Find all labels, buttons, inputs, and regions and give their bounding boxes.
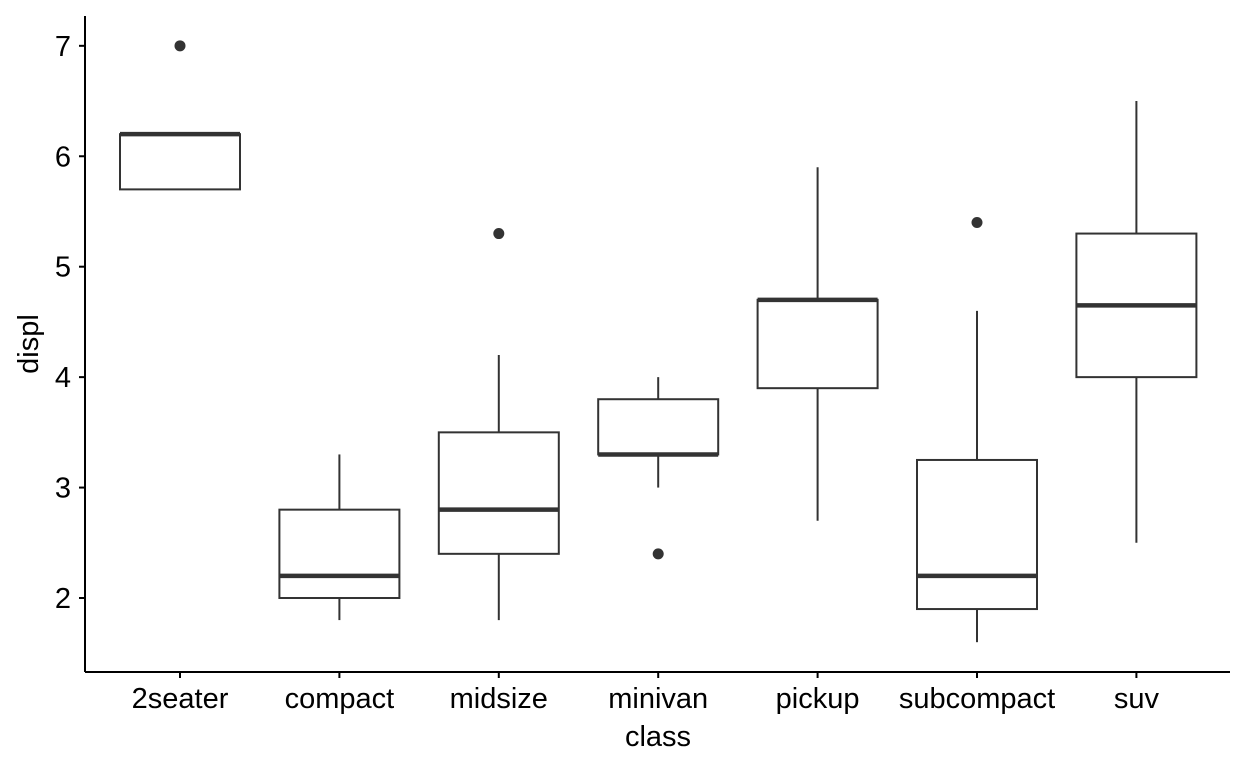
y-ticks: 2 3 4 5 6 7 <box>55 31 85 615</box>
y-tick-label: 6 <box>55 141 71 173</box>
y-axis-title: displ <box>13 314 45 374</box>
box-iqr <box>597 398 720 456</box>
box-iqr <box>119 133 241 191</box>
y-tick-label: 7 <box>55 31 71 63</box>
box-iqr <box>437 431 560 555</box>
box-iqr <box>756 298 879 390</box>
box-pickup <box>756 167 879 521</box>
box-subcompact <box>916 217 1038 643</box>
box-midsize <box>437 228 560 621</box>
x-tick-label: subcompact <box>899 683 1055 715</box>
x-ticks: 2seater compact midsize minivan pickup subcom… <box>132 672 1160 715</box>
y-tick-label: 5 <box>55 252 71 284</box>
y-tick-label: 3 <box>55 473 71 505</box>
box-minivan <box>597 377 720 560</box>
x-tick-label: minivan <box>608 683 708 715</box>
outlier-point <box>174 40 186 52</box>
outlier-point <box>493 228 505 240</box>
boxes-layer <box>119 40 1198 643</box>
box-iqr <box>278 508 401 600</box>
box-suv <box>1075 101 1198 543</box>
box-iqr <box>916 458 1038 611</box>
x-tick-label: suv <box>1114 683 1160 715</box>
box-2seater <box>119 40 241 191</box>
outlier-point <box>652 548 664 560</box>
y-tick-label: 2 <box>55 583 71 615</box>
box-compact <box>278 454 401 621</box>
outlier-point <box>971 217 983 229</box>
x-tick-label: compact <box>285 683 395 715</box>
x-tick-label: 2seater <box>132 683 229 715</box>
x-tick-label: pickup <box>776 683 860 715</box>
x-axis-title: class <box>625 721 691 753</box>
x-tick-label: midsize <box>450 683 548 715</box>
y-tick-label: 4 <box>55 362 71 394</box>
